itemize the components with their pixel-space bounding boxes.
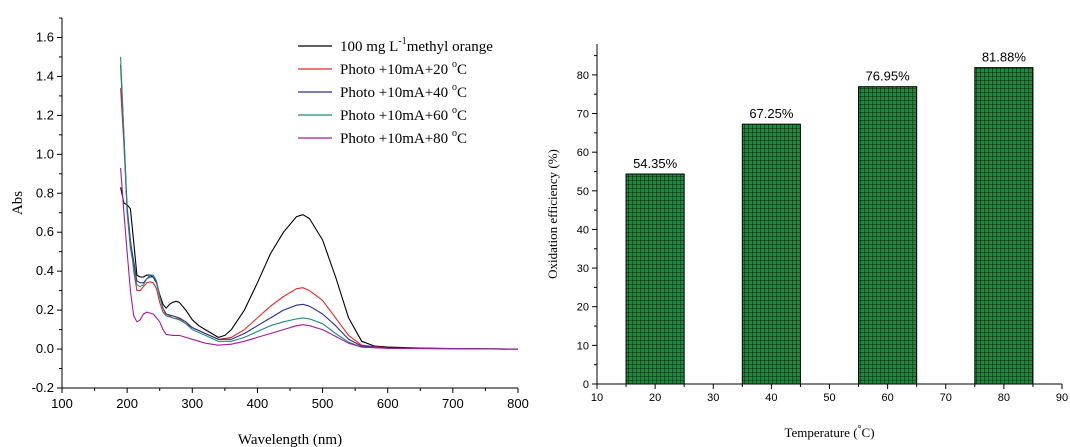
line-chart-y-tick-label: 0.8 [36,185,54,200]
line-chart-x-tick-label: 700 [442,396,464,411]
bar-value-label-3: 81.88% [982,50,1027,65]
bar-chart-y-axis-title: Oxidation efficiency (%) [545,149,560,279]
spectrum-line-2 [120,64,519,350]
line-chart-x-tick-label: 100 [51,396,73,411]
line-chart-x-axis-title: Wavelength (nm) [238,432,342,447]
bar-value-label-1: 67.25% [749,106,794,121]
line-chart-series-group [120,56,519,350]
legend-label-main: Photo +10mA+40 [340,85,452,101]
bar-chart-x-tick-label: 80 [998,392,1010,404]
line-chart-y-tick-label: 1.6 [36,29,54,44]
oxidation-bar-0 [625,173,685,385]
bar-chart-x-tick-label: 10 [591,392,603,404]
bar-chart-y-tick-label: 70 [577,109,589,121]
bar-chart-y-tick-label: 80 [577,70,589,82]
line-chart-y-tick-label: 1.4 [36,68,54,83]
legend-label-superscript: o [452,59,457,70]
legend-label-tail: methyl orange [407,39,494,55]
spectrum-line-3 [120,56,519,350]
legend-label-main: Photo +10mA+80 [340,131,452,147]
bar-value-label-0: 54.35% [633,156,678,171]
bar-chart-y-tick-label: 20 [577,302,589,314]
legend-label-tail: C [457,131,467,147]
spectrum-line-0 [120,187,519,350]
bar-chart-x-tick-label: 40 [765,392,777,404]
line-chart-x-tick-label: 500 [312,396,334,411]
bar-chart-x-tick-label: 90 [1056,392,1068,404]
bar-chart-bars-group: 54.35% 67.25% 76.95% 81.88% [625,50,1034,385]
line-chart-y-tick-label: 0.6 [36,224,54,239]
bar-chart-x-axis-title: Temperature (°C) [784,424,874,440]
bar-chart-y-tick-label: 30 [577,263,589,275]
line-chart-y-tick-label: 0.4 [36,263,54,278]
legend-label-tail: C [457,85,467,101]
legend-label-0: 100 mg L-1methyl orange [340,36,493,55]
legend-label-main: Photo +10mA+20 [340,62,452,78]
line-chart-y-tick-label: 0.0 [36,341,54,356]
bar-chart-y-tick-label: 0 [583,379,589,391]
legend-label-main: 100 mg L [340,39,398,55]
line-chart-x-tick-label: 600 [377,396,399,411]
oxidation-bar-2 [858,86,918,385]
line-chart-x-tick-label: 800 [507,396,529,411]
legend-label-1: Photo +10mA+20 oC [340,59,467,78]
legend-label-superscript: o [452,105,457,116]
legend-label-2: Photo +10mA+40 oC [340,82,467,101]
bar-chart-y-tick-label: 60 [577,147,589,159]
bar-chart-x-axis-title-prefix: Temperature ( [784,425,857,440]
bar-chart-x-tick-label: 60 [882,392,894,404]
legend-label-3: Photo +10mA+60 oC [340,105,467,124]
bar-chart-x-tick-label: 30 [707,392,719,404]
spectrum-line-1 [120,88,519,350]
bar-chart-y-tick-label: 50 [577,186,589,198]
legend-label-superscript: o [452,128,457,139]
line-chart-axes: 100 200 300 400 500 600 700 800 -0.2 0.0 0.2 0.4 0.6… [32,17,529,411]
bar-chart-y-tick-label: 40 [577,224,589,236]
legend-label-tail: C [457,108,467,124]
bar-chart-x-axis-title-suffix: C) [862,425,875,440]
legend-label-4: Photo +10mA+80 oC [340,128,467,147]
line-chart-y-axis-title: Abs [10,191,26,215]
legend-label-tail: C [457,62,467,78]
bar-chart-y-tick-label: 10 [577,340,589,352]
oxidation-bar-3 [974,67,1034,385]
oxidation-bar-1 [741,123,801,385]
line-chart-y-tick-label: -0.2 [32,380,54,395]
bar-chart-x-axis-title-degree: ° [858,424,862,435]
bar-chart-x-tick-label: 50 [823,392,835,404]
line-chart-x-tick-label: 400 [247,396,269,411]
legend-label-superscript: -1 [398,36,406,47]
bar-value-label-2: 76.95% [866,69,911,84]
line-chart-y-tick-label: 1.2 [36,107,54,122]
line-chart-y-tick-label: 0.2 [36,302,54,317]
line-chart-y-tick-label: 1.0 [36,146,54,161]
legend-label-superscript: o [452,82,457,93]
bar-chart-x-tick-label: 20 [649,392,661,404]
legend-label-main: Photo +10mA+60 [340,108,452,124]
bar-chart-x-tick-label: 70 [940,392,952,404]
line-chart-x-tick-label: 300 [181,396,203,411]
line-chart-x-tick-label: 200 [116,396,138,411]
spectrum-line-4 [120,167,519,350]
absorbance-line-chart: 100 200 300 400 500 600 700 800 -0.2 0.0 0.2 0.4 0.6… [10,17,529,447]
